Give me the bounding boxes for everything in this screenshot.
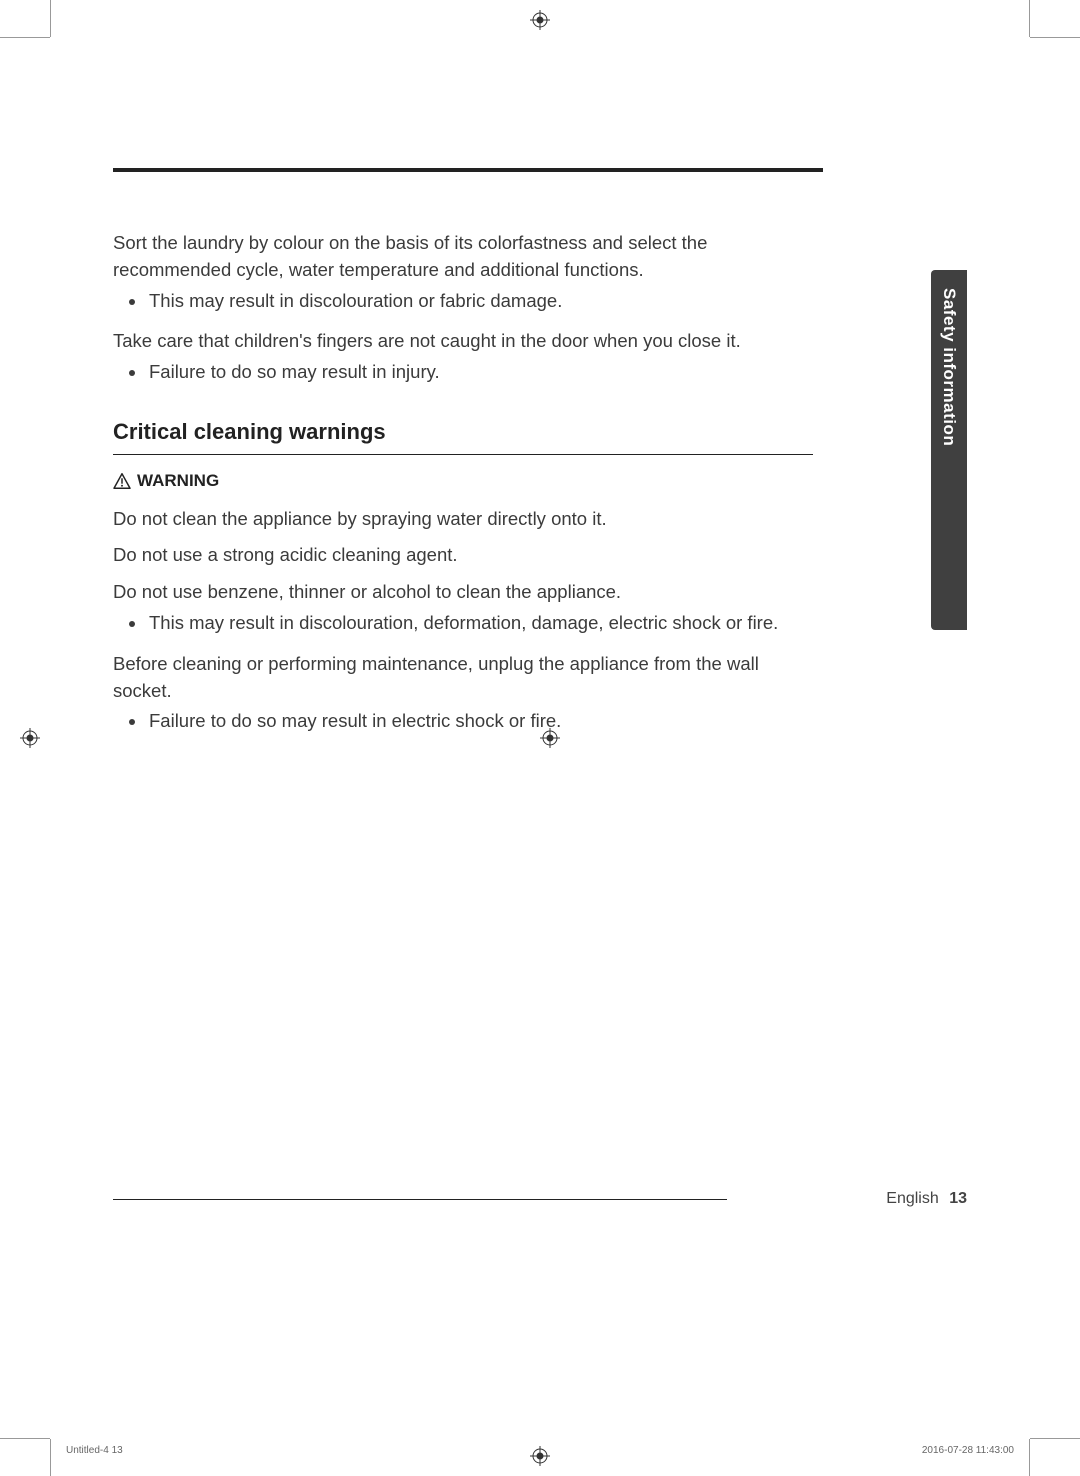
crop-mark <box>1030 1438 1080 1439</box>
crop-mark <box>1029 1439 1030 1476</box>
crop-mark <box>50 1439 51 1476</box>
page-content: Sort the laundry by colour on the basis … <box>113 230 813 749</box>
crop-mark <box>1030 37 1080 38</box>
print-meta-left: Untitled-4 13 <box>66 1445 123 1456</box>
body-paragraph: Do not use benzene, thinner or alcohol t… <box>113 579 813 606</box>
body-paragraph: Do not clean the appliance by spraying w… <box>113 506 813 533</box>
warning-label: WARNING <box>113 469 813 494</box>
footer-language: English <box>886 1190 938 1207</box>
print-meta-right: 2016-07-28 11:43:00 <box>922 1445 1014 1456</box>
body-bullet: This may result in discolouration or fab… <box>147 288 813 315</box>
body-bullet: This may result in discolouration, defor… <box>147 610 813 637</box>
header-rule <box>113 168 823 172</box>
body-paragraph: Take care that children's fingers are no… <box>113 328 813 355</box>
footer-text: English 13 <box>886 1190 967 1208</box>
body-bullet: Failure to do so may result in electric … <box>147 708 813 735</box>
footer-rule <box>113 1199 727 1200</box>
body-paragraph: Do not use a strong acidic cleaning agen… <box>113 542 813 569</box>
registration-mark-icon <box>20 728 40 748</box>
registration-mark-icon <box>530 10 550 30</box>
section-heading: Critical cleaning warnings <box>113 416 813 455</box>
body-paragraph: Sort the laundry by colour on the basis … <box>113 230 813 284</box>
registration-mark-icon <box>530 1446 550 1466</box>
crop-mark <box>0 37 50 38</box>
section-tab-label: Safety information <box>939 288 959 446</box>
body-bullet: Failure to do so may result in injury. <box>147 359 813 386</box>
crop-mark <box>1029 0 1030 37</box>
warning-label-text: WARNING <box>137 469 219 494</box>
warning-icon <box>113 473 131 489</box>
crop-mark <box>0 1438 50 1439</box>
crop-mark <box>50 0 51 37</box>
page-number: 13 <box>949 1190 967 1207</box>
body-paragraph: Before cleaning or performing maintenanc… <box>113 651 813 705</box>
section-tab: Safety information <box>931 270 967 630</box>
